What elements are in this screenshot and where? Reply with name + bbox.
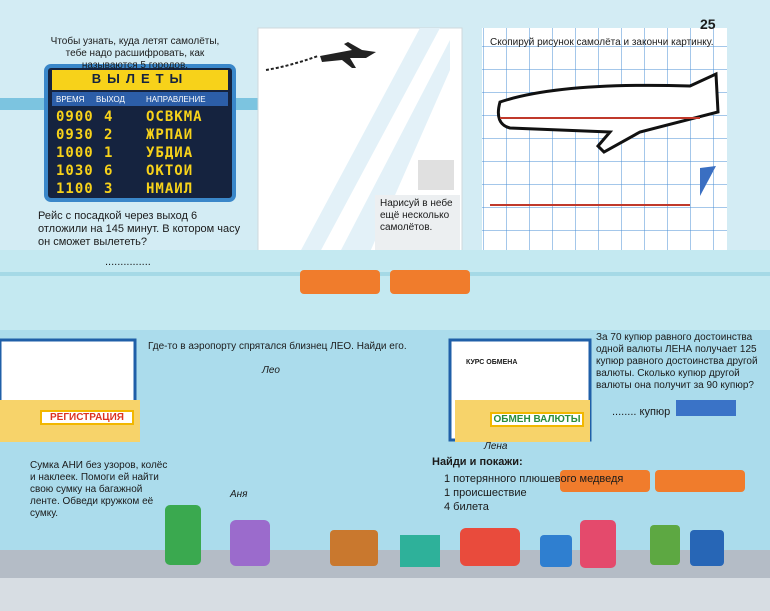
- find-item: 4 билета: [444, 501, 489, 513]
- registration-sign: РЕГИСТРАЦИЯ: [40, 410, 134, 425]
- board-cell: 0900: [56, 109, 94, 125]
- board-cell: УБДИА: [146, 145, 194, 161]
- board-cell: ОКТОИ: [146, 163, 194, 179]
- find-items: 1 потерянного плюшевого медведя 1 происше…: [432, 472, 623, 514]
- delay-question: Рейс с посадкой через выход 6 отложили н…: [38, 210, 241, 248]
- page-number: 25: [700, 16, 716, 32]
- currency-task: За 70 купюр равного достоинства одной ва…: [596, 332, 758, 391]
- board-cell: 1: [104, 145, 114, 161]
- board-cell: 1000: [56, 145, 94, 161]
- board-header: ВРЕМЯ: [56, 95, 85, 104]
- board-cell: ОСВКМА: [146, 109, 203, 125]
- lena-label: Лена: [484, 441, 508, 452]
- leo-label: Лео: [262, 365, 280, 376]
- board-cell: 4: [104, 109, 114, 125]
- board-intro: Чтобы узнать, куда летят самолёты, тебе …: [50, 36, 220, 71]
- board-cell: 6: [104, 163, 114, 179]
- board-cell: 3: [104, 181, 114, 197]
- board-header: НАПРАВЛЕНИЕ: [146, 95, 206, 104]
- board-cell: 1030: [56, 163, 94, 179]
- board-header: ВЫХОД: [96, 95, 125, 104]
- board-cell: ЖРПАИ: [146, 127, 194, 143]
- find-item: 1 потерянного плюшевого медведя: [444, 473, 624, 485]
- window-note: Нарисуй в небе ещё несколько самолётов.: [380, 198, 453, 233]
- board-cell: 2: [104, 127, 114, 143]
- currency-answer: ........ купюр: [612, 406, 671, 418]
- board-cell: 1100: [56, 181, 94, 197]
- find-item: 1 происшествие: [444, 487, 527, 499]
- board-cell: 0930: [56, 127, 94, 143]
- copy-task: Скопируй рисунок самолёта и закончи карт…: [490, 37, 714, 48]
- exchange-sign: ОБМЕН ВАЛЮТЫ: [490, 412, 584, 427]
- board-title: ВЫЛЕТЫ: [91, 71, 189, 86]
- anya-label: Аня: [230, 489, 248, 500]
- delay-answer: ...............: [105, 256, 151, 268]
- board-cell: НМАИЛ: [146, 181, 194, 197]
- bag-task: Сумка АНИ без узоров, колёс и наклеек. П…: [30, 460, 168, 519]
- leo-task: Где-то в аэропорту спрятался близнец ЛЕО…: [148, 341, 407, 352]
- find-title: Найди и покажи:: [432, 456, 523, 468]
- exchange-rate: КУРС ОБМЕНА: [466, 356, 518, 369]
